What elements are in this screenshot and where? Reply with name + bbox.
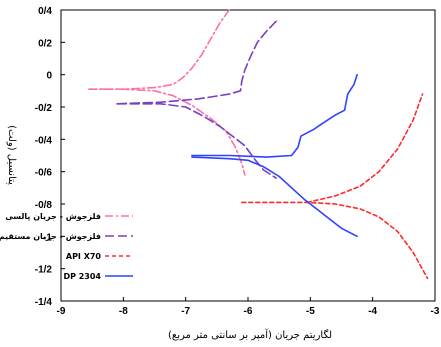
x-tick-label-0: -9 bbox=[57, 306, 66, 317]
series-0-branch-0 bbox=[88, 9, 231, 90]
legend-label-3: DP 2304 bbox=[63, 272, 101, 281]
y-tick-label-3: -0/2 bbox=[35, 103, 53, 114]
legend-label-1: فلزجوش - جریان مستقیم bbox=[0, 232, 101, 242]
x-tick-label-1: -8 bbox=[119, 306, 128, 317]
x-tick-label-2: -7 bbox=[181, 306, 190, 317]
tick-layer: -9 -8 -7 -6 -5 -4 -3 0/4 0/2 0 -0/2 -0/4 -0/6 -0/8 -1 -… bbox=[35, 6, 440, 317]
y-tick-label-8: -1/2 bbox=[35, 265, 53, 276]
series-layer bbox=[88, 9, 429, 280]
y-tick-label-0: 0/4 bbox=[38, 6, 52, 17]
series-3-branch-0 bbox=[191, 73, 358, 158]
x-tick-label-5: -4 bbox=[368, 306, 377, 317]
series-2-branch-0 bbox=[306, 93, 424, 204]
y-tick-label-7: -1 bbox=[43, 232, 52, 243]
legend-label-2: API X70 bbox=[66, 252, 102, 261]
series-3-branch-1 bbox=[191, 156, 358, 238]
x-tick-label-4: -5 bbox=[306, 306, 315, 317]
y-tick-label-2: 0 bbox=[46, 71, 52, 82]
x-axis-title: لگاریتم جریان (آمپر بر سانتی متر مربع) bbox=[168, 328, 332, 341]
legend-label-0: فلزجوش - جریان پالسی bbox=[5, 212, 101, 222]
y-tick-label-4: -0/4 bbox=[35, 135, 53, 146]
series-1-branch-0 bbox=[116, 20, 277, 105]
y-tick-label-1: 0/2 bbox=[38, 38, 52, 49]
x-tick-label-6: -3 bbox=[431, 306, 440, 317]
x-tick-label-3: -6 bbox=[244, 306, 253, 317]
series-2-branch-1 bbox=[241, 201, 429, 280]
y-tick-label-5: -0/6 bbox=[35, 168, 53, 179]
y-tick-label-6: -0/8 bbox=[35, 200, 53, 211]
y-axis-title: پتانسیل (ولت) bbox=[6, 125, 17, 185]
legend: فلزجوش - جریان پالسی فلزجوش - جریان مستقی… bbox=[0, 212, 133, 281]
y-tick-label-9: -1/4 bbox=[35, 297, 53, 308]
